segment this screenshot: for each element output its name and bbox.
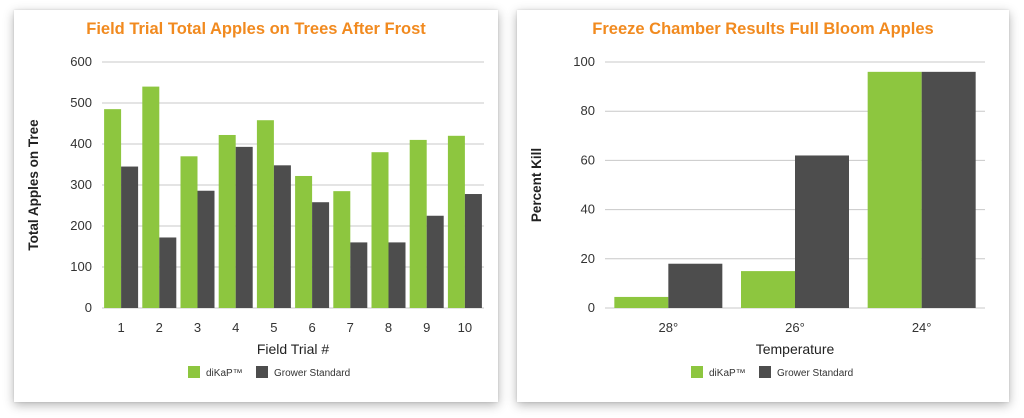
- y-tick-label: 600: [70, 54, 92, 69]
- legend-swatch-grower-standard: [256, 366, 268, 378]
- bar-dikap: [218, 134, 236, 308]
- y-tick-label: 300: [70, 177, 92, 192]
- x-tick-label: 7: [347, 320, 354, 335]
- bar-grower-standard: [795, 155, 849, 308]
- y-tick-label: 80: [581, 103, 595, 118]
- bar-dikap: [142, 86, 160, 308]
- bar-grower-standard: [350, 242, 368, 308]
- bar-dikap: [104, 109, 122, 309]
- x-tick-label: 24°: [912, 320, 932, 335]
- bar-dikap: [741, 271, 795, 308]
- x-tick-label: 26°: [785, 320, 805, 335]
- x-tick-label: 2: [156, 320, 163, 335]
- legend-label: diKaP™: [709, 368, 746, 379]
- y-tick-label: 0: [588, 300, 595, 315]
- field-trial-chart: 0 100 200 300 400 500 600 1 2 3 4 5 6 7 8 9 10 Total Appl…: [26, 54, 484, 379]
- y-tick-label: 0: [85, 300, 92, 315]
- field-trial-chart-panel: Field Trial Total Apples on Trees After …: [14, 10, 498, 402]
- bar-grower-standard: [426, 215, 444, 308]
- bar-dikap: [614, 296, 669, 308]
- bar-grower-standard: [121, 166, 139, 308]
- y-tick-label: 400: [70, 136, 92, 151]
- chart-title: Freeze Chamber Results Full Bloom Apples: [592, 20, 934, 38]
- x-axis-label: Field Trial #: [257, 341, 330, 357]
- legend-label: diKaP™: [206, 368, 243, 379]
- x-tick-label: 1: [117, 320, 124, 335]
- x-tick-label: 5: [270, 320, 277, 335]
- bar-grower-standard: [921, 71, 976, 308]
- y-tick-label: 100: [573, 54, 595, 69]
- legend-swatch-dikap: [691, 366, 703, 378]
- bar-grower-standard: [197, 190, 215, 308]
- y-tick-label: 200: [70, 218, 92, 233]
- y-axis-label: Percent Kill: [529, 148, 544, 222]
- bar-grower-standard: [273, 165, 291, 308]
- bar-dikap: [409, 139, 427, 308]
- bar-dikap: [295, 175, 313, 308]
- bar-dikap: [867, 71, 922, 308]
- x-axis-label: Temperature: [756, 341, 835, 357]
- legend-label: Grower Standard: [777, 368, 853, 379]
- bar-dikap: [256, 120, 274, 308]
- bar-grower-standard: [388, 242, 406, 308]
- chart-title: Field Trial Total Apples on Trees After …: [86, 20, 426, 38]
- x-tick-label: 10: [458, 320, 472, 335]
- x-tick-label: 28°: [658, 320, 678, 335]
- y-tick-label: 20: [581, 251, 595, 266]
- bar-grower-standard: [235, 146, 253, 308]
- y-tick-label: 500: [70, 95, 92, 110]
- x-tick-label: 3: [194, 320, 201, 335]
- bar-dikap: [447, 135, 465, 308]
- bar-grower-standard: [312, 202, 330, 308]
- bar-grower-standard: [668, 263, 723, 308]
- bar-grower-standard: [464, 194, 482, 308]
- x-tick-label: 6: [308, 320, 315, 335]
- bar-grower-standard: [159, 237, 177, 308]
- freeze-chamber-chart-panel: Freeze Chamber Results Full Bloom Apples…: [517, 10, 1009, 402]
- x-tick-label: 4: [232, 320, 239, 335]
- bar-dikap: [333, 191, 351, 308]
- legend-swatch-dikap: [188, 366, 200, 378]
- bar-dikap: [180, 156, 198, 308]
- x-tick-label: 9: [423, 320, 430, 335]
- x-tick-label: 8: [385, 320, 392, 335]
- legend-swatch-grower-standard: [759, 366, 771, 378]
- legend-label: Grower Standard: [274, 368, 350, 379]
- y-axis-label: Total Apples on Tree: [26, 119, 41, 251]
- bar-dikap: [371, 152, 389, 308]
- y-tick-label: 60: [581, 152, 595, 167]
- y-tick-label: 100: [70, 259, 92, 274]
- y-tick-label: 40: [581, 202, 595, 217]
- freeze-chamber-chart: 0 20 40 60 80 100 28° 26° 24° Percent Kill Tempera…: [529, 54, 985, 379]
